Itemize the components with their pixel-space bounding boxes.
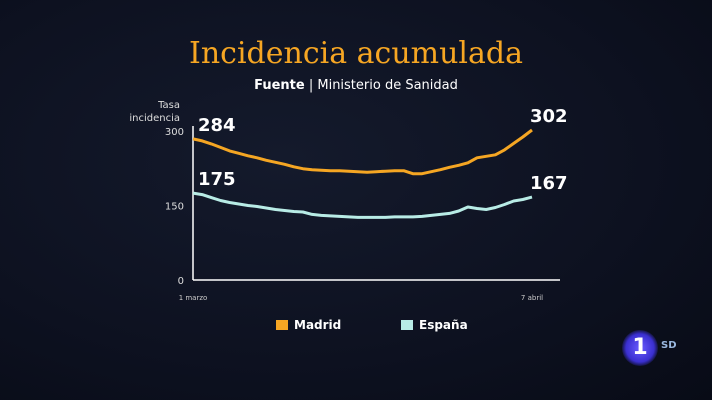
legend-item-madrid: Madrid [276,318,341,332]
end-label-espana: 167 [530,173,568,194]
y-axis-label-line1: Tasa [157,100,180,111]
source-name: Ministerio de Sanidad [317,78,458,93]
series-line-madrid [192,128,533,176]
x-tick-label-start: 1 marzo [179,294,208,302]
legend-label-madrid: Madrid [294,318,342,332]
source-label: Fuente [254,78,305,93]
start-label-espana: 175 [198,169,236,190]
start-label-madrid: 284 [198,115,236,136]
y-axis-label-line2: incidencia [129,113,180,124]
legend-swatch-espana [401,320,413,330]
y-tick-label-0: 0 [178,276,184,287]
chart-title: Incidencia acumulada [188,36,523,71]
end-label-madrid: 302 [530,106,568,127]
legend-swatch-madrid [276,320,288,330]
y-tick-label-150: 150 [165,202,184,213]
series-line-espana [192,191,533,219]
chart-source: Fuente | Ministerio de Sanidad [254,78,458,93]
legend-label-espana: España [419,318,468,332]
legend-item-espana: España [401,318,468,332]
x-tick-label-end: 7 abril [521,294,543,302]
y-tick-label-300: 300 [165,127,184,138]
tve-la1-logo: 1 [622,330,658,366]
sd-badge: SD [661,340,677,351]
